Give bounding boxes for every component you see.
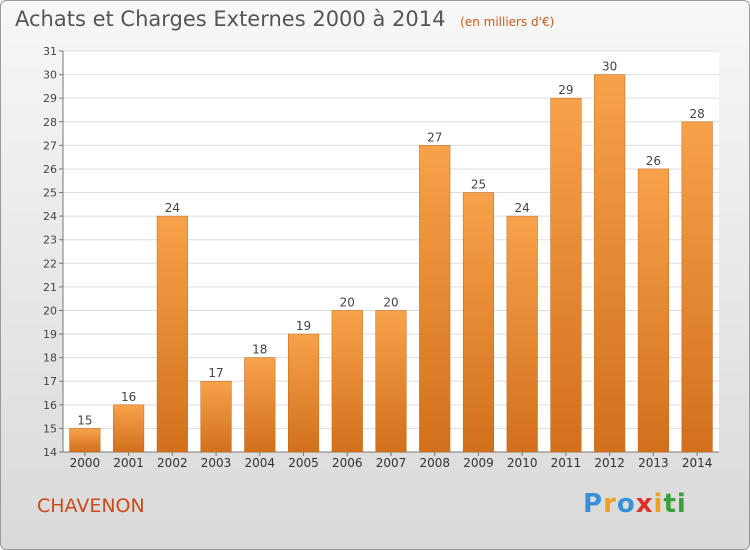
- bar-2013: [637, 168, 669, 453]
- bar-2000: [69, 428, 101, 453]
- y-tick-label: 22: [43, 257, 57, 270]
- x-tick-label-2001: 2001: [113, 456, 144, 470]
- bar-2009: [462, 192, 495, 453]
- logo-letter: i: [653, 489, 664, 519]
- bar-2003: [200, 380, 232, 453]
- x-tick-label-2005: 2005: [288, 456, 319, 470]
- bar-2007: [375, 310, 407, 453]
- chart-subtitle: (en milliers d'€): [460, 15, 555, 29]
- y-tick-label: 14: [43, 446, 57, 459]
- y-tick-label: 23: [43, 234, 57, 247]
- x-tick-label-2000: 2000: [70, 456, 101, 470]
- data-label-2006: 20: [340, 295, 355, 309]
- y-tick-label: 26: [43, 163, 57, 176]
- chart-title: Achats et Charges Externes 2000 à 2014: [15, 7, 446, 31]
- bar-2001: [113, 404, 145, 453]
- data-label-2001: 16: [121, 390, 136, 404]
- x-tick-label-2004: 2004: [245, 456, 276, 470]
- data-label-2003: 17: [208, 366, 223, 380]
- x-tick-label-2013: 2013: [638, 456, 669, 470]
- y-tick-label: 24: [43, 210, 57, 223]
- data-label-2009: 25: [471, 178, 486, 192]
- data-label-2005: 19: [296, 319, 311, 333]
- logo-letter: i: [676, 489, 687, 519]
- data-label-2002: 24: [165, 201, 180, 215]
- y-tick-label: 16: [43, 399, 57, 412]
- x-tick-label-2003: 2003: [201, 456, 232, 470]
- x-tick-label-2011: 2011: [551, 456, 582, 470]
- data-label-2011: 29: [558, 83, 573, 97]
- x-tick-label-2009: 2009: [463, 456, 494, 470]
- y-tick-label: 21: [43, 281, 57, 294]
- x-tick-label-2007: 2007: [376, 456, 407, 470]
- logo-letter: x: [635, 489, 654, 519]
- data-label-2000: 15: [77, 413, 92, 427]
- data-label-2010: 24: [515, 201, 530, 215]
- y-tick-label: 18: [43, 352, 57, 365]
- chart-title-row: Achats et Charges Externes 2000 à 2014 (…: [15, 7, 554, 31]
- data-label-2013: 26: [646, 154, 661, 168]
- y-tick-label: 25: [43, 187, 57, 200]
- logo-letter: t: [663, 489, 677, 519]
- bar-2004: [244, 357, 276, 453]
- logo-letter: r: [603, 489, 617, 519]
- y-tick-label: 28: [43, 116, 57, 129]
- x-tick-label-2014: 2014: [682, 456, 713, 470]
- x-tick-label-2010: 2010: [507, 456, 538, 470]
- x-tick-label-2002: 2002: [157, 456, 188, 470]
- x-tick-label-2012: 2012: [594, 456, 625, 470]
- y-tick-label: 30: [43, 69, 57, 82]
- data-label-2008: 27: [427, 130, 442, 144]
- data-label-2012: 30: [602, 60, 617, 74]
- commune-name: CHAVENON: [37, 495, 145, 517]
- y-tick-label: 27: [43, 139, 57, 152]
- y-tick-label: 19: [43, 328, 57, 341]
- bar-2014: [681, 121, 713, 453]
- bar-2005: [287, 333, 320, 453]
- bar-2010: [506, 215, 538, 453]
- bar-2008: [419, 145, 451, 453]
- y-tick-label: 20: [43, 304, 57, 317]
- proxiti-logo: Proxiti: [583, 489, 687, 519]
- y-tick-label: 29: [43, 92, 57, 105]
- y-tick-label: 15: [43, 422, 57, 435]
- y-tick-label: 17: [43, 375, 57, 388]
- x-tick-label-2006: 2006: [332, 456, 363, 470]
- data-label-2004: 18: [252, 343, 267, 357]
- bar-2002: [156, 215, 188, 453]
- y-tick-label: 31: [43, 45, 57, 58]
- data-label-2014: 28: [689, 107, 704, 121]
- x-tick-label-2008: 2008: [419, 456, 450, 470]
- bar-2011: [550, 97, 582, 453]
- bar-2006: [331, 310, 363, 453]
- logo-letter: o: [616, 489, 636, 519]
- bar-2012: [594, 74, 626, 453]
- logo-letter: P: [583, 489, 604, 519]
- data-label-2007: 20: [383, 295, 398, 309]
